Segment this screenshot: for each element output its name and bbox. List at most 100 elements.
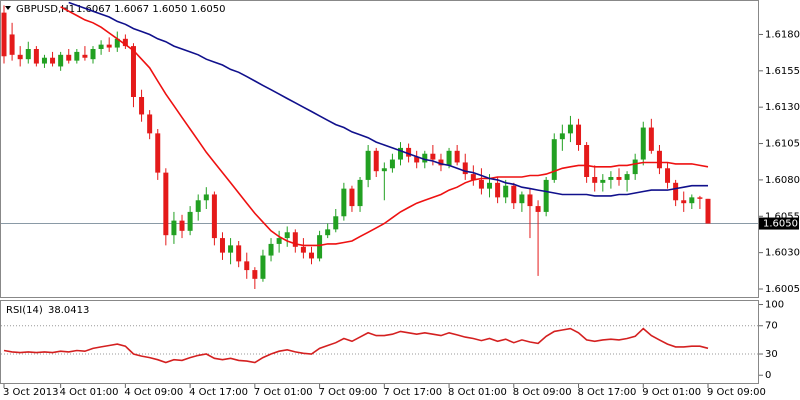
candle-body	[495, 182, 501, 198]
candle-body	[576, 124, 582, 145]
x-tick-label: 4 Oct 09:00	[124, 387, 183, 398]
candle-body	[640, 127, 646, 160]
candle-body	[187, 211, 193, 231]
x-tick-label: 9 Oct 01:00	[642, 387, 701, 398]
candle-body	[559, 133, 565, 140]
last-price-label: 1.6050	[763, 219, 798, 230]
candle-body	[624, 174, 630, 180]
candle-body	[406, 147, 412, 157]
x-tick-label: 8 Oct 01:00	[448, 387, 507, 398]
candle-body	[446, 150, 452, 166]
candle-body	[648, 127, 654, 151]
x-tick-label: 4 Oct 01:00	[60, 387, 119, 398]
candle-body	[373, 150, 379, 172]
ohlc-readout: 1.6067 1.6067 1.6050 1.6050	[76, 4, 226, 15]
candle-body	[365, 150, 371, 180]
candle-body	[41, 57, 47, 64]
candle-body	[527, 194, 533, 207]
candle-body	[341, 188, 347, 217]
x-tick-label: 7 Oct 09:00	[319, 387, 378, 398]
candle-body	[697, 197, 703, 199]
candle-body	[82, 54, 88, 58]
candle-body	[519, 194, 525, 204]
candle-body	[90, 49, 96, 60]
candle-body	[244, 261, 250, 271]
x-tick-label: 8 Oct 09:00	[513, 387, 572, 398]
candle-body	[317, 235, 323, 259]
candle-body	[398, 147, 404, 160]
candle-body	[349, 188, 355, 207]
candle-body	[114, 38, 120, 48]
candle-body	[430, 153, 436, 160]
candle-body	[1, 12, 7, 57]
candle-body	[470, 174, 476, 180]
candle-body	[608, 177, 614, 180]
candle-body	[487, 182, 493, 189]
candle-body	[122, 38, 128, 47]
candle-body	[236, 245, 242, 262]
candle-body	[462, 162, 468, 175]
candle-body	[50, 57, 56, 64]
dropdown-icon[interactable]	[5, 6, 11, 10]
candle-body	[381, 168, 387, 172]
candle-body	[422, 153, 428, 163]
candle-body	[656, 150, 662, 169]
rsi-panel-frame	[0, 300, 759, 384]
candle-body	[535, 206, 541, 212]
y-tick-label: 1.6005	[765, 284, 800, 295]
main-panel-frame	[0, 0, 759, 298]
candle-body	[163, 172, 169, 236]
y-tick-label: 30	[765, 349, 778, 360]
candle-body	[211, 194, 217, 239]
candle-body	[268, 243, 274, 256]
candle-body	[147, 114, 153, 134]
candle-body	[195, 200, 201, 212]
indicator-line	[60, 6, 709, 247]
candle-body	[219, 238, 225, 253]
candle-body	[478, 179, 484, 189]
candle-body	[438, 159, 444, 166]
candle-body	[276, 238, 282, 244]
candle-body	[632, 159, 638, 175]
candle-body	[58, 54, 64, 67]
candle-body	[17, 54, 23, 60]
candle-body	[543, 179, 549, 212]
candle-body	[203, 194, 209, 201]
rsi-title: RSI(14)	[6, 305, 43, 316]
y-tick-label: 1.6180	[765, 29, 800, 40]
candle-body	[567, 124, 573, 134]
symbol-title: GBPUSD,H1	[16, 4, 75, 15]
candle-body	[665, 168, 671, 183]
rsi-readout: 38.0413	[48, 305, 89, 316]
candle-body	[592, 177, 598, 183]
candle-body	[673, 182, 679, 201]
y-tick-label: 1.6055	[765, 211, 800, 222]
candle-body	[616, 177, 622, 180]
candle-body	[414, 156, 420, 163]
x-tick-label: 7 Oct 01:00	[254, 387, 313, 398]
candle-body	[333, 216, 339, 230]
candle-body	[9, 34, 15, 55]
candle-body	[503, 185, 509, 198]
last-price-tag	[759, 217, 799, 230]
x-tick-label: 9 Oct 09:00	[707, 387, 766, 398]
candle-body	[325, 229, 331, 236]
candle-body	[130, 46, 136, 97]
candle-body	[171, 220, 177, 236]
candle-body	[292, 232, 298, 247]
candle-body	[454, 150, 460, 163]
candle-body	[551, 139, 557, 180]
y-tick-label: 1.6155	[765, 66, 800, 77]
candle-body	[66, 54, 72, 61]
x-tick-label: 7 Oct 17:00	[383, 387, 442, 398]
indicator-line	[3, 327, 709, 364]
x-tick-label: 4 Oct 17:00	[189, 387, 248, 398]
candle-body	[74, 51, 80, 61]
y-tick-label: 1.6030	[765, 248, 800, 259]
candle-body	[98, 44, 104, 49]
candle-body	[252, 270, 258, 279]
x-tick-label: 3 Oct 2013	[3, 387, 58, 398]
candle-body	[228, 245, 234, 253]
candle-body	[106, 44, 112, 48]
